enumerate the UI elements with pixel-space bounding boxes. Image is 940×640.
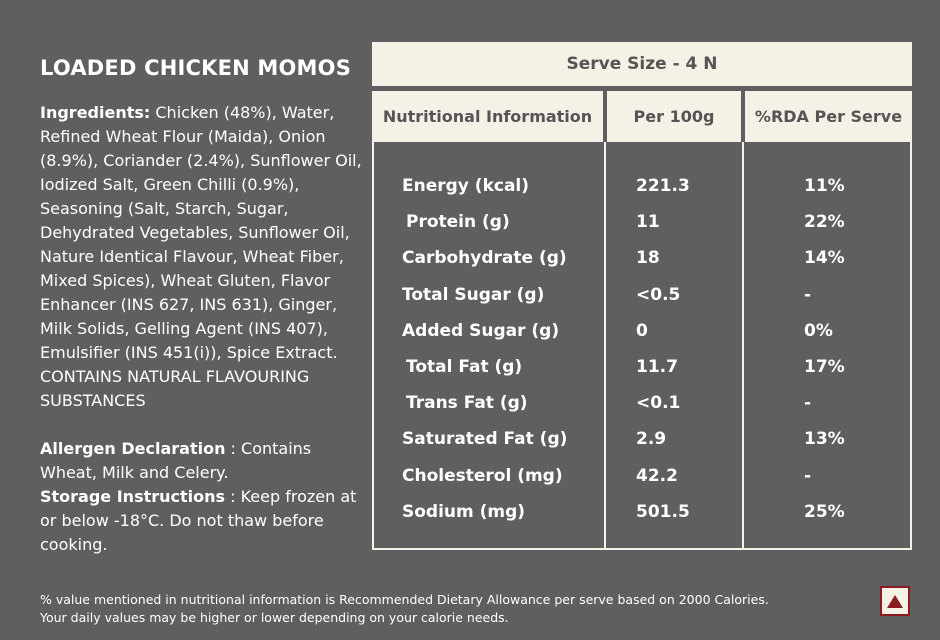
nutrient-rda: 13%	[804, 429, 845, 450]
table-row: Energy (kcal) 221.3 11%	[374, 168, 910, 204]
nutrient-per-100g: 18	[636, 248, 660, 269]
table-row: Protein (g) 11 22%	[374, 204, 910, 240]
nutrient-per-100g: 0	[636, 320, 648, 341]
triangle-icon	[887, 595, 903, 608]
ingredients-text: Chicken (48%), Water, Refined Wheat Flou…	[40, 103, 362, 410]
allergen-block: Allergen Declaration : Contains Wheat, M…	[40, 437, 370, 485]
table-row: Added Sugar (g) 0 0%	[374, 313, 910, 349]
column-divider	[742, 142, 744, 548]
rda-footnote: % value mentioned in nutritional informa…	[40, 591, 840, 627]
header-rda-per-serve: %RDA Per Serve	[745, 91, 912, 142]
table-row: Cholesterol (mg) 42.2 -	[374, 458, 910, 494]
table-row: Sodium (mg) 501.5 25%	[374, 494, 910, 530]
nutrient-name: Carbohydrate (g)	[402, 248, 567, 269]
nutrient-name: Cholesterol (mg)	[402, 465, 563, 486]
nutrient-rda: 0%	[804, 320, 833, 341]
table-row: Saturated Fat (g) 2.9 13%	[374, 421, 910, 457]
nutrient-rda: 11%	[804, 176, 845, 196]
footnote-line-1: % value mentioned in nutritional informa…	[40, 592, 769, 607]
nutrient-per-100g: 2.9	[636, 429, 667, 450]
nutrient-name: Trans Fat (g)	[406, 393, 528, 414]
nutrient-per-100g: <0.5	[636, 284, 681, 305]
ingredients-label: Ingredients:	[40, 103, 151, 122]
nutrient-per-100g: 221.3	[636, 176, 690, 196]
nutrient-name: Total Fat (g)	[406, 356, 523, 377]
storage-block: Storage Instructions : Keep frozen at or…	[40, 485, 370, 557]
nutrient-per-100g: 11	[636, 212, 660, 233]
nutrient-rda: -	[804, 284, 812, 305]
nutrient-per-100g: <0.1	[636, 393, 681, 414]
nutrient-name: Protein (g)	[406, 212, 510, 233]
nutrient-per-100g: 501.5	[636, 501, 690, 522]
table-row: Total Fat (g) 11.7 17%	[374, 349, 910, 385]
nutrient-name: Added Sugar (g)	[402, 320, 560, 341]
nutrition-header-row: Nutritional Information Per 100g %RDA Pe…	[372, 91, 912, 142]
product-title: LOADED CHICKEN MOMOS	[40, 56, 352, 80]
nutrient-name: Total Sugar (g)	[402, 284, 545, 305]
nutrient-per-100g: 42.2	[636, 465, 678, 486]
product-description: Ingredients: Chicken (48%), Water, Refin…	[40, 101, 370, 557]
nutrition-panel: Serve Size - 4 N Nutritional Information…	[372, 42, 912, 552]
footnote-line-2: Your daily values may be higher or lower…	[40, 610, 509, 625]
allergen-text: : Contains Wheat, Milk and Celery.	[40, 439, 312, 482]
nutrient-rda: 22%	[804, 212, 845, 233]
nutrient-rda: -	[804, 465, 812, 486]
nutrient-name: Sodium (mg)	[402, 501, 526, 522]
storage-label: Storage Instructions	[40, 487, 226, 506]
table-row: Total Sugar (g) <0.5 -	[374, 277, 910, 313]
header-per-100g: Per 100g	[607, 91, 741, 142]
table-row: Carbohydrate (g) 18 14%	[374, 240, 910, 276]
serve-size-header: Serve Size - 4 N	[372, 42, 912, 86]
ingredients-block: Ingredients: Chicken (48%), Water, Refin…	[40, 101, 370, 413]
nutrient-name: Saturated Fat (g)	[402, 429, 568, 450]
column-divider	[604, 142, 606, 548]
allergen-label: Allergen Declaration	[40, 439, 226, 458]
table-row: Trans Fat (g) <0.1 -	[374, 385, 910, 421]
non-veg-symbol-icon	[880, 586, 910, 616]
header-nutritional-information: Nutritional Information	[372, 91, 603, 142]
nutrition-table-body: Energy (kcal) 221.3 11% Protein (g) 11 22% C…	[372, 142, 912, 550]
nutrient-per-100g: 11.7	[636, 356, 678, 377]
nutrient-name: Energy (kcal)	[402, 176, 530, 196]
nutrient-rda: 25%	[804, 501, 845, 522]
storage-text: : Keep frozen at or below -18°C. Do not …	[40, 487, 357, 554]
nutrient-rda: 17%	[804, 356, 845, 377]
nutrition-rows: Energy (kcal) 221.3 11% Protein (g) 11 22% C…	[374, 168, 910, 530]
nutrient-rda: 14%	[804, 248, 845, 269]
nutrient-rda: -	[804, 393, 812, 414]
